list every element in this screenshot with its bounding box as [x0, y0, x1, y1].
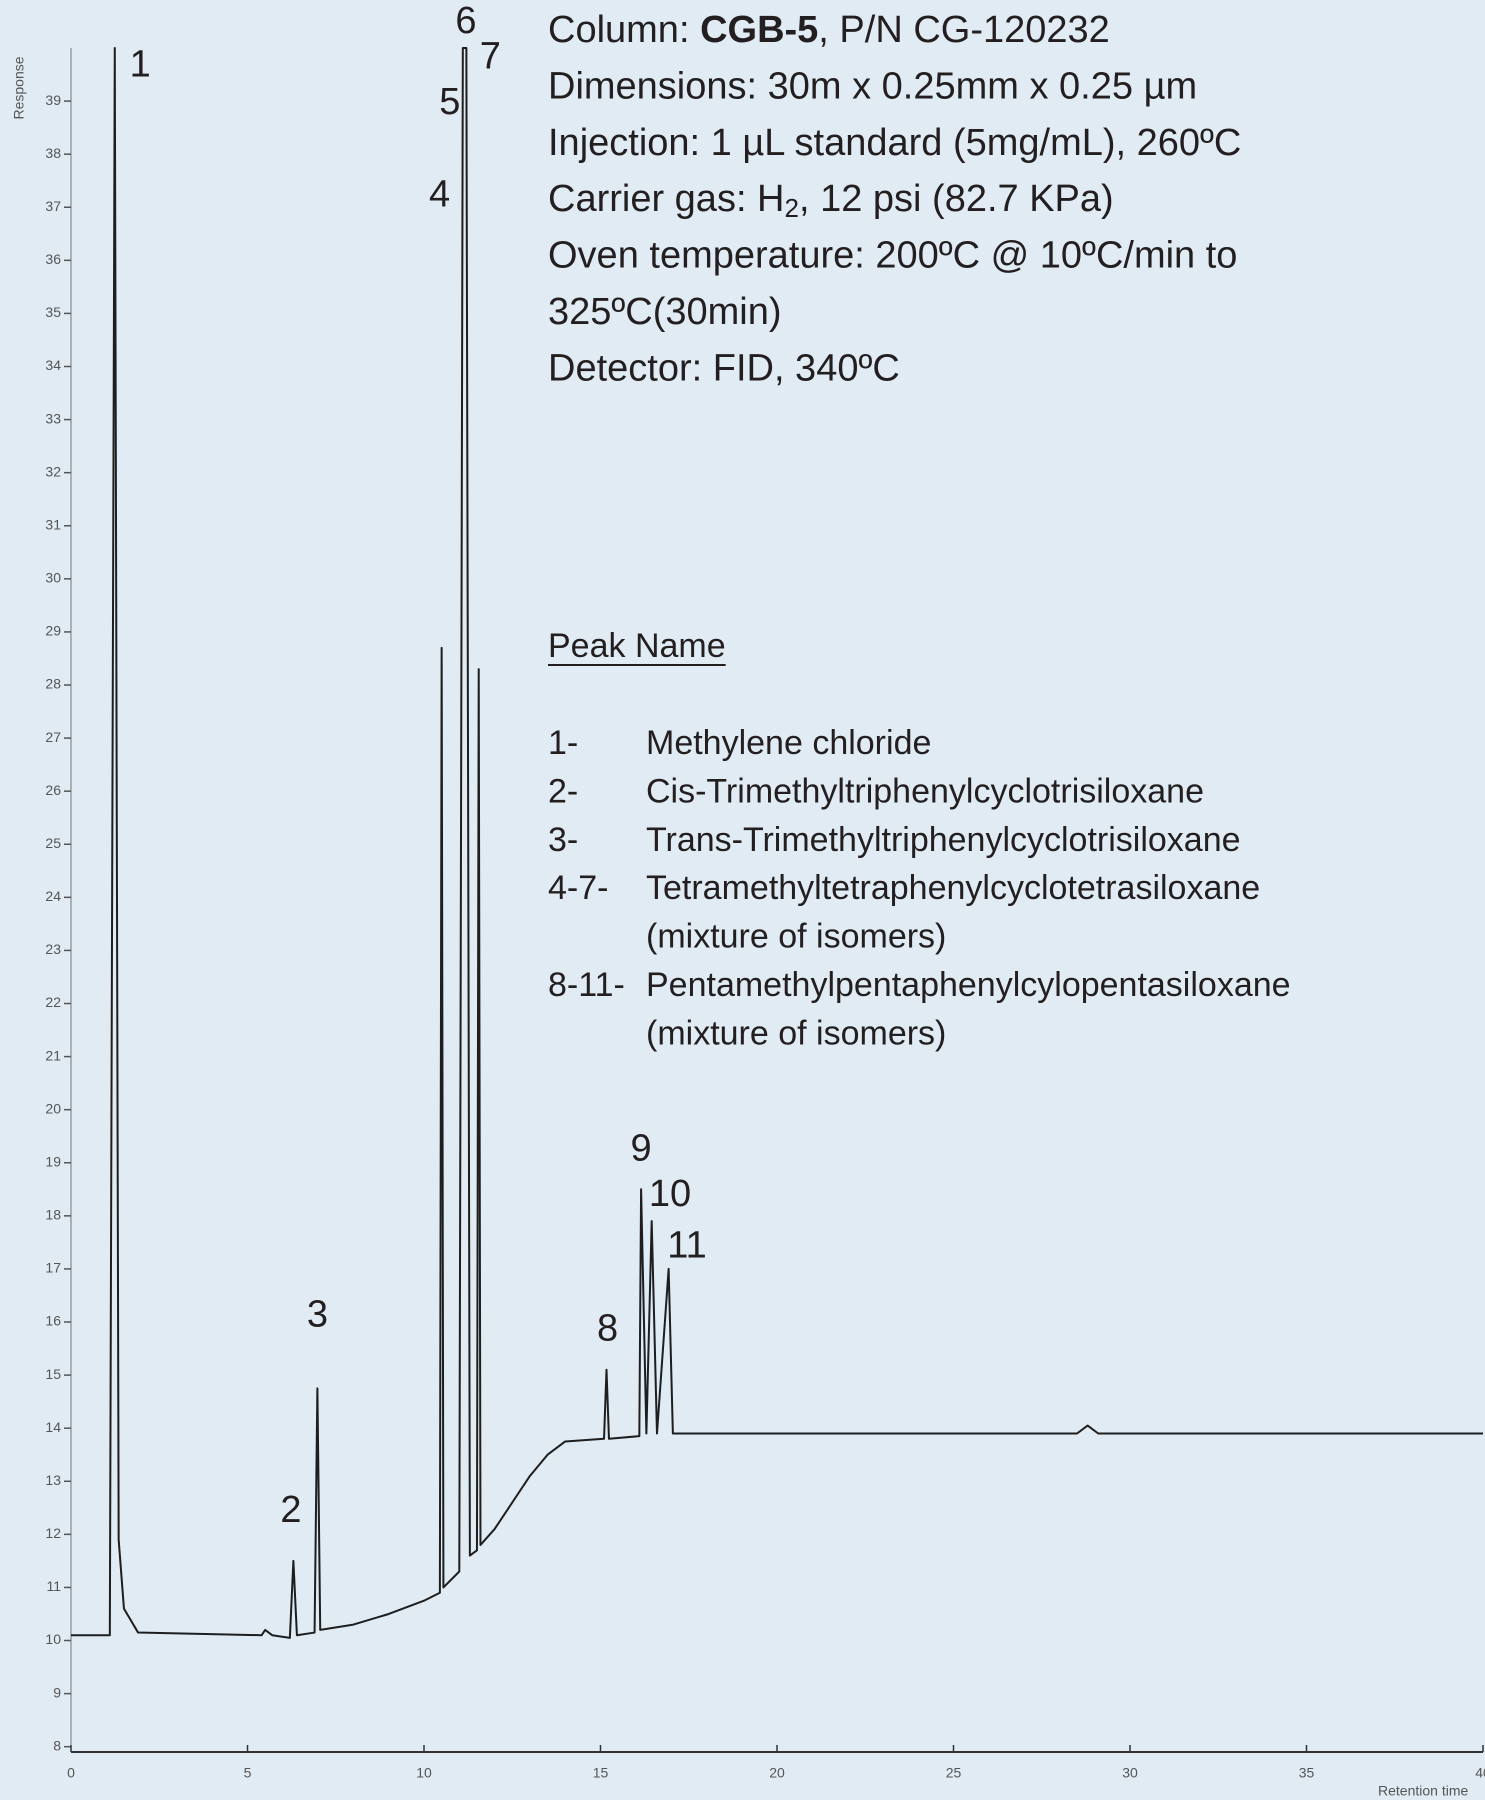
info-line: 325ºC(30min)	[548, 291, 782, 333]
peak-name: (mixture of isomers)	[646, 918, 946, 956]
y-tick-label: 38	[45, 145, 61, 161]
peak-label: 7	[480, 36, 501, 78]
y-tick-label: 10	[45, 1631, 61, 1647]
y-axis-label: Response	[11, 56, 27, 119]
peak-table-title: Peak Name	[548, 627, 726, 665]
y-tick-label: 25	[45, 835, 61, 851]
info-line: Dimensions: 30m x 0.25mm x 0.25 µm	[548, 65, 1197, 107]
info-text: , 12 psi (82.7 KPa)	[799, 178, 1114, 220]
peak-label: 5	[439, 81, 460, 123]
x-tick-label: 0	[67, 1765, 75, 1781]
y-tick-label: 26	[45, 782, 61, 798]
y-tick-label: 29	[45, 623, 61, 639]
x-tick-label: 25	[946, 1765, 962, 1781]
trace	[71, 47, 1483, 1639]
peak-label: 10	[649, 1173, 691, 1215]
y-tick-label: 27	[45, 729, 61, 745]
y-tick-label: 15	[45, 1366, 61, 1382]
info-text: Injection: 1 µL standard (5mg/mL), 260ºC	[548, 122, 1241, 164]
y-tick-label: 32	[45, 463, 61, 479]
peak-label: 3	[307, 1294, 328, 1336]
y-tick-label: 23	[45, 941, 61, 957]
peak-label: 1	[130, 44, 151, 86]
info-text: 325ºC(30min)	[548, 291, 782, 333]
y-tick-label: 14	[45, 1419, 61, 1435]
y-tick-label: 35	[45, 304, 61, 320]
peak-label: 2	[280, 1489, 301, 1531]
info-line: Injection: 1 µL standard (5mg/mL), 260ºC	[548, 122, 1241, 164]
x-tick-label: 35	[1299, 1765, 1315, 1781]
y-tick-label: 30	[45, 570, 61, 586]
peak-label: 6	[455, 0, 476, 42]
y-tick-label: 20	[45, 1100, 61, 1116]
y-tick-label: 18	[45, 1207, 61, 1223]
y-tick-label: 12	[45, 1525, 61, 1541]
y-tick-label: 19	[45, 1153, 61, 1169]
peak-name: Tetramethyltetraphenylcyclotetrasiloxane	[646, 869, 1260, 907]
y-tick-label: 9	[53, 1684, 61, 1700]
info-line: Oven temperature: 200ºC @ 10ºC/min to	[548, 235, 1237, 277]
peak-id: 1-	[548, 724, 578, 762]
peak-name: Cis-Trimethyltriphenylcyclotrisiloxane	[646, 772, 1204, 810]
y-tick-label: 22	[45, 994, 61, 1010]
y-tick-label: 17	[45, 1260, 61, 1276]
x-tick-label: 10	[416, 1765, 432, 1781]
peak-name: Pentamethylpentaphenylcylopentasiloxane	[646, 966, 1291, 1004]
info-text: Oven temperature: 200ºC @ 10ºC/min to	[548, 235, 1237, 277]
peak-label: 9	[631, 1128, 652, 1170]
x-axis-label: Retention time	[1378, 1783, 1468, 1799]
peak-label: 11	[667, 1225, 706, 1267]
x-tick-label: 40	[1475, 1765, 1485, 1781]
info-line: Column: CGB-5, P/N CG-120232	[548, 9, 1110, 51]
peak-name: (mixture of isomers)	[646, 1014, 946, 1052]
y-tick-label: 39	[45, 92, 61, 108]
peak-name: Methylene chloride	[646, 724, 931, 762]
x-tick-label: 20	[769, 1765, 785, 1781]
info-text: Detector: FID, 340ºC	[548, 347, 900, 389]
x-tick-label: 5	[244, 1765, 252, 1781]
peak-label: 8	[597, 1308, 618, 1350]
subscript: 2	[785, 193, 799, 223]
x-tick-label: 30	[1122, 1765, 1138, 1781]
peak-id: 3-	[548, 821, 578, 859]
y-tick-label: 34	[45, 357, 61, 373]
peak-id: 8-11-	[548, 966, 625, 1004]
y-tick-label: 31	[45, 516, 61, 532]
y-tick-label: 8	[53, 1737, 61, 1753]
info-text: Column:	[548, 9, 700, 51]
y-tick-label: 21	[45, 1047, 61, 1063]
info-text: Carrier gas: H	[548, 178, 785, 220]
y-tick-label: 33	[45, 410, 61, 426]
y-tick-label: 16	[45, 1313, 61, 1329]
y-tick-label: 13	[45, 1472, 61, 1488]
info-line: Carrier gas: H2, 12 psi (82.7 KPa)	[548, 178, 1114, 223]
info-text: CGB-5	[700, 9, 818, 51]
y-tick-label: 36	[45, 251, 61, 267]
y-tick-label: 37	[45, 198, 61, 214]
y-tick-label: 28	[45, 676, 61, 692]
info-text: , P/N CG-120232	[818, 9, 1109, 51]
info-text: Dimensions: 30m x 0.25mm x 0.25 µm	[548, 65, 1197, 107]
y-tick-label: 24	[45, 888, 61, 904]
peak-id: 2-	[548, 772, 578, 810]
info-line: Detector: FID, 340ºC	[548, 347, 900, 389]
y-tick-label: 11	[46, 1578, 61, 1594]
peak-name: Trans-Trimethyltriphenylcyclotrisiloxane	[646, 821, 1241, 859]
peak-id: 4-7-	[548, 869, 608, 907]
peak-label: 4	[429, 174, 450, 216]
x-tick-label: 15	[593, 1765, 609, 1781]
